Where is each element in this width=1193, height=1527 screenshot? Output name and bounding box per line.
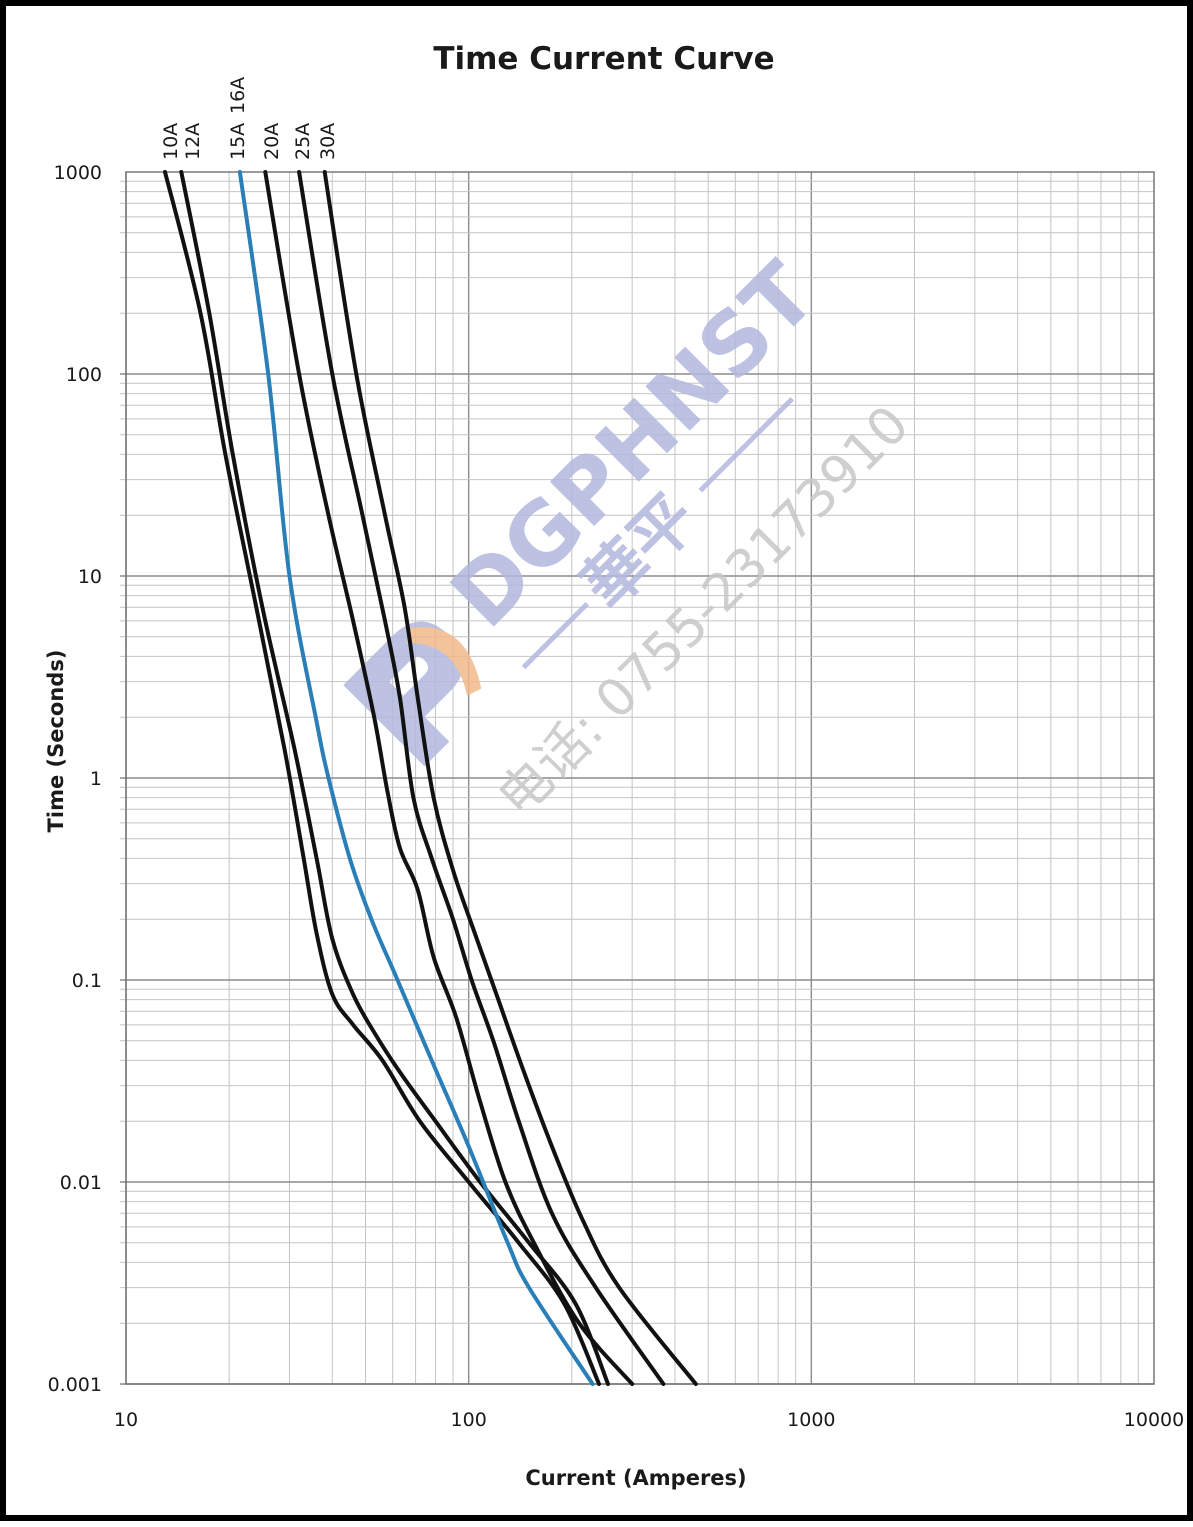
y-tick-label: 0.01 — [60, 1172, 102, 1194]
y-tick-labels: 0.001 0.01 0.1 1 10 100 1000 — [48, 162, 102, 1396]
y-tick-label: 100 — [66, 364, 102, 386]
series-label-16A: 16A — [227, 77, 249, 114]
series-label-30A: 30A — [317, 123, 339, 160]
x-tick-label: 10 — [114, 1409, 138, 1431]
series-label-15A: 15A — [227, 123, 249, 160]
series-line-15A — [237, 170, 595, 1386]
series-label-20A: 20A — [261, 123, 283, 160]
series-label-12A: 12A — [182, 123, 204, 160]
y-axis-label: Time (Seconds) — [44, 650, 68, 833]
x-tick-labels: 10 100 1000 10000 — [114, 1409, 1184, 1431]
y-tick-label: 1000 — [54, 162, 102, 184]
grid — [120, 171, 1155, 1385]
series-line-20A — [263, 170, 635, 1386]
x-tick-label: 1000 — [787, 1409, 835, 1431]
chart-title: Time Current Curve — [433, 41, 774, 77]
logo-icon — [343, 621, 482, 767]
y-tick-label: 0.1 — [72, 970, 102, 992]
series-line-30A — [322, 170, 698, 1386]
y-tick-label: 10 — [78, 566, 102, 588]
y-tick-label: 1 — [90, 768, 102, 790]
x-axis-label: Current (Amperes) — [525, 1466, 746, 1490]
y-tick-label: 0.001 — [48, 1374, 102, 1396]
series-labels: 10A 12A 15A 16A 20A 25A 30A — [160, 77, 339, 160]
x-tick-label: 100 — [451, 1409, 487, 1431]
series-label-10A: 10A — [160, 123, 182, 160]
x-tick-label: 10000 — [1124, 1409, 1184, 1431]
plot-border — [125, 171, 1155, 1385]
series-label-25A: 25A — [292, 123, 314, 160]
series-lines — [163, 170, 698, 1386]
series-line-12A — [179, 170, 610, 1386]
series-line-25A — [297, 170, 666, 1386]
